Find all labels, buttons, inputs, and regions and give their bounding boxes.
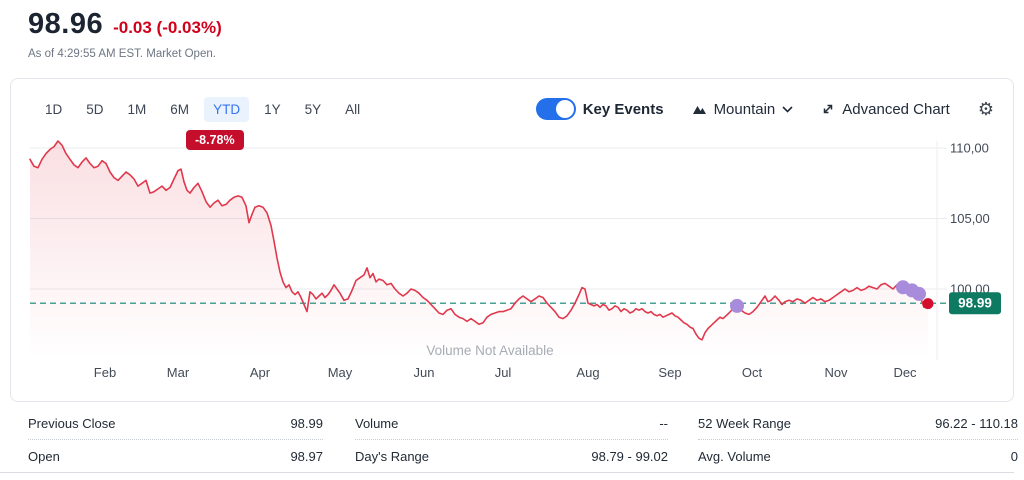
volume-note: Volume Not Available [426, 343, 553, 358]
x-axis-label: Jul [495, 365, 512, 380]
ytd-change-badge: -8.78% [186, 130, 244, 150]
stats-column: Volume -- Day's Range 98.79 - 99.02 [355, 408, 668, 472]
last-price: 98.96 [28, 8, 104, 40]
stat-value: -- [659, 416, 668, 431]
x-axis-label: Oct [742, 365, 763, 380]
stat-value: 98.97 [290, 448, 323, 464]
x-axis-label: Aug [576, 365, 599, 380]
stat-label: 52 Week Range [698, 416, 791, 431]
stats-column: Previous Close 98.99 Open 98.97 [28, 408, 323, 472]
key-event-dot[interactable] [730, 298, 744, 313]
stats-row: Open 98.97 [28, 440, 323, 472]
previous-close-badge-value: 98.99 [958, 296, 992, 311]
price-line [29, 140, 929, 341]
quote-header: 98.96 -0.03 (-0.03%) As of 4:29:55 AM EST… [28, 8, 222, 60]
tab-range-5y[interactable]: 5Y [304, 101, 322, 117]
stat-label: Volume [355, 416, 399, 431]
chart-type-label: Mountain [713, 100, 776, 118]
stat-value: 96.22 - 110.18 [935, 416, 1018, 431]
as-of-timestamp: As of 4:29:55 AM EST. Market Open. [28, 48, 216, 60]
stats-row: Volume -- [355, 408, 668, 440]
stat-label: Previous Close [28, 416, 116, 431]
key-events-label: Key Events [582, 100, 664, 118]
tab-range-6m[interactable]: 6M [170, 101, 190, 117]
x-axis-label: Apr [250, 365, 271, 380]
stats-column: 52 Week Range 96.22 - 110.18 Avg. Volume 0 [698, 408, 1018, 472]
x-axis-label: Dec [893, 365, 917, 380]
tab-range-ytd[interactable]: YTD [204, 96, 250, 122]
quote-stats-table: Previous Close 98.99 Open 98.97 Volume -- Day'… [28, 408, 1018, 472]
price-chart[interactable]: 110,00 105,00 100,00 98.99 Volume Not Availa… [0, 133, 1024, 385]
tab-range-1d[interactable]: 1D [45, 101, 63, 117]
chart-type-dropdown[interactable]: Mountain [692, 101, 794, 118]
x-axis-label: May [328, 365, 353, 380]
chart-toolbar: 1D 5D 1M 6M YTD 1Y 5Y All Key Events Mountain [36, 96, 994, 122]
key-events-toggle[interactable] [535, 98, 576, 120]
key-event-dot[interactable] [912, 286, 926, 301]
stats-divider [0, 472, 1014, 473]
stat-value: 0 [1010, 448, 1018, 464]
chart-controls: Key Events Mountain [535, 98, 994, 120]
y-axis-label: 110,00 [950, 141, 989, 156]
price-area-fill [30, 141, 928, 360]
expand-diagonal-icon [821, 102, 835, 116]
x-axis-label: Nov [824, 365, 848, 380]
x-axis-label: Mar [167, 365, 190, 380]
stat-label: Day's Range [355, 448, 430, 464]
advanced-chart-button[interactable]: Advanced Chart [821, 101, 950, 118]
y-axis-label: 105,00 [950, 211, 990, 226]
x-axis-label: Jun [414, 365, 435, 380]
tab-range-1m[interactable]: 1M [127, 101, 147, 117]
stat-value: 98.99 [290, 416, 323, 431]
x-axis-label: Feb [94, 365, 116, 380]
toggle-knob [555, 100, 574, 118]
stat-label: Avg. Volume [698, 448, 771, 464]
tab-range-1y[interactable]: 1Y [264, 101, 281, 117]
key-events-control: Key Events [535, 98, 664, 120]
advanced-chart-label: Advanced Chart [842, 100, 950, 118]
price-change: -0.03 (-0.03%) [113, 18, 222, 37]
settings-gear-icon[interactable]: ⚙ [977, 99, 994, 119]
tab-range-all[interactable]: All [345, 101, 361, 117]
tab-range-5d[interactable]: 5D [86, 101, 104, 117]
last-price-dot [922, 298, 934, 310]
stat-label: Open [28, 448, 60, 464]
stats-row: Day's Range 98.79 - 99.02 [355, 440, 668, 472]
stats-row: 52 Week Range 96.22 - 110.18 [698, 408, 1018, 440]
chevron-down-icon [782, 105, 793, 113]
previous-close-badge [949, 292, 1001, 315]
time-range-tabs: 1D 5D 1M 6M YTD 1Y 5Y All [36, 96, 369, 122]
stats-row: Previous Close 98.99 [28, 408, 323, 440]
mountain-icon [692, 103, 707, 115]
x-axis-label: Sep [658, 365, 681, 380]
stat-value: 98.79 - 99.02 [591, 448, 668, 464]
stats-row: Avg. Volume 0 [698, 440, 1018, 472]
